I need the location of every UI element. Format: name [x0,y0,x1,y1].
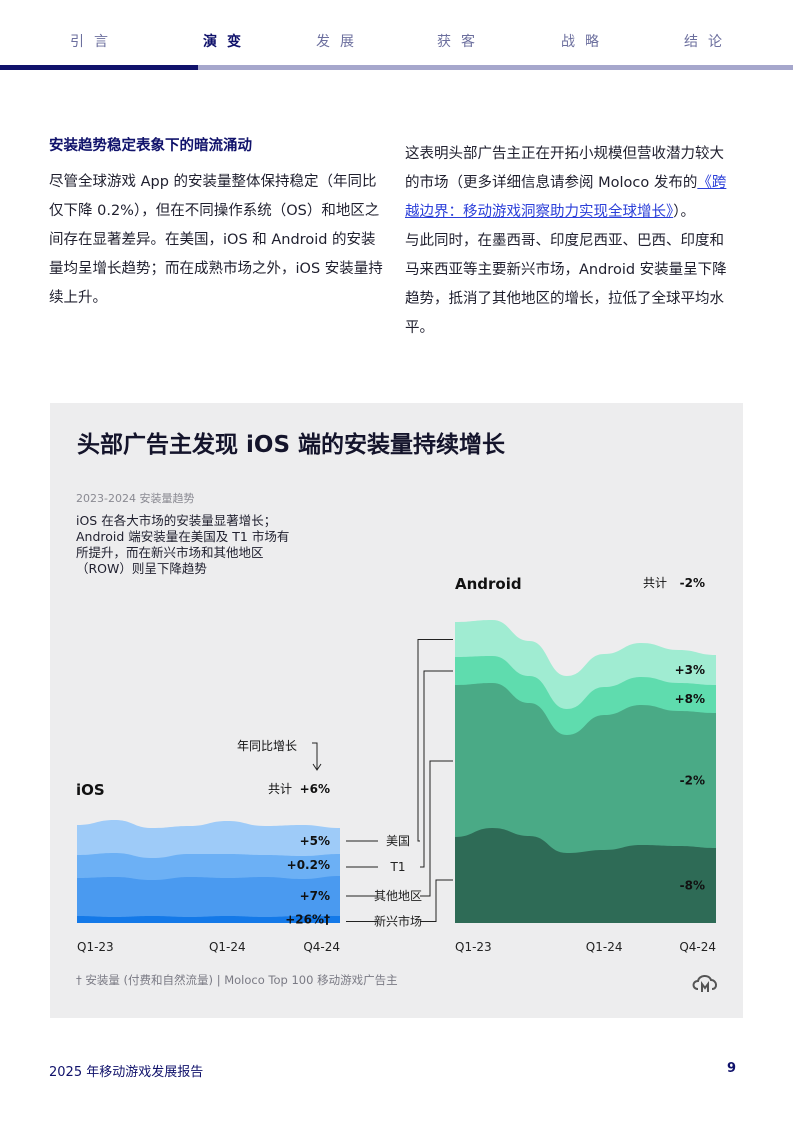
section-progress-fill [0,65,199,70]
report-link[interactable]: 《跨越边界：移动游戏洞察助力实现全球增长》 [405,175,727,220]
series-change-label: +26%† [285,913,330,927]
page-number: 9 [727,1061,737,1076]
yoy-arrow-head [312,763,322,771]
legend-bracket [420,670,453,868]
total-change-label: -2% [680,576,705,590]
series-change-label: +7% [300,889,330,903]
legend-bracket [417,639,453,842]
section-progress-bar [0,65,793,70]
x-tick-label: Q1-23 [77,940,114,954]
series-change-label: +8% [675,692,705,706]
legend-label: 新兴市场 [374,914,422,929]
footer-report-title: 2025 年移动游戏发展报告 [49,1065,204,1080]
top-navigation: 引言 演变 发展 获客 战略 结论 [0,0,793,70]
yoy-arrow [312,742,318,769]
figure-description-line: 所提升，而在新兴市场和其他地区 [76,545,264,560]
figure-subtitle: 2023-2024 安装量趋势 [76,492,195,505]
install-trend-figure: 头部广告主发现 iOS 端的安装量持续增长 2023-2024 安装量趋势 iO… [50,403,743,1018]
legend-label: T1 [390,860,406,874]
figure-description-line: Android 端安装量在美国及 T1 市场有 [76,529,290,544]
figure-description-line: iOS 在各大市场的安装量显著增长； [76,513,277,528]
nav-item-acquisition[interactable]: 获客 [437,34,485,50]
series-change-label: +5% [300,834,330,848]
install-trend-chart: +26%† +7% +0.2% +5% iOS 共计 +6% Q1-23 Q1-24 Q4-24 -… [76,575,716,954]
total-change-label: +6% [300,782,330,796]
x-tick-label: Q4-24 [303,940,340,954]
legend-bracket [420,879,453,922]
legend-bracket [420,760,453,897]
x-tick-label: Q1-24 [586,940,623,954]
left-text-column: 安装趋势稳定表象下的暗流涌动 尽管全球游戏 App 的安装量整体保持稳定（年同比… [49,132,384,313]
figure-description-line: （ROW）则呈下降趋势 [76,561,207,576]
moloco-logo-icon [692,975,717,992]
right-paragraph-2: 与此同时，在墨西哥、印度尼西亚、巴西、印度和马来西亚等主要新兴市场，Androi… [405,233,727,336]
right-text-column: 这表明头部广告主正在开拓小规模但营收潜力较大的市场（更多详细信息请参阅 Molo… [405,140,735,343]
area-series-0-1 [77,876,340,923]
figure-title: 头部广告主发现 iOS 端的安装量持续增长 [77,432,506,458]
series-change-label: -2% [680,774,705,788]
series-change-label: -8% [680,879,705,893]
chart-title: Android [455,575,522,593]
right-paragraph-1-text: 这表明头部广告主正在开拓小规模但营收潜力较大的市场（更多详细信息请参阅 Molo… [405,146,724,191]
area-series-0-0 [77,916,340,923]
figure-description: iOS 在各大市场的安装量显著增长； Android 端安装量在美国及 T1 市… [76,513,326,577]
right-paragraph-1-end: ）。 [673,204,695,220]
nav-item-intro[interactable]: 引言 [70,34,118,50]
nav-item-conclusion[interactable]: 结论 [684,34,732,50]
total-label: 共计 [643,576,667,590]
chart-title: iOS [76,781,105,799]
nav-item-development[interactable]: 发展 [316,34,364,50]
right-paragraph-1: 这表明头部广告主正在开拓小规模但营收潜力较大的市场（更多详细信息请参阅 Molo… [405,140,735,227]
legend-label: 其他地区 [374,889,422,903]
figure-footnote: † 安装量 (付费和自然流量) | Moloco Top 100 移动游戏广告主 [76,973,398,987]
x-tick-label: Q1-23 [455,940,492,954]
left-paragraph: 尽管全球游戏 App 的安装量整体保持稳定（年同比仅下降 0.2%），但在不同操… [49,174,383,306]
nav-item-strategy[interactable]: 战略 [561,34,609,50]
series-change-label: +0.2% [287,858,330,872]
total-label: 共计 [268,782,292,796]
section-heading: 安装趋势稳定表象下的暗流涌动 [49,138,252,154]
series-change-label: +3% [675,663,705,677]
yoy-label: 年同比增长 [237,739,297,753]
area-series-1-0 [455,828,716,923]
x-tick-label: Q1-24 [209,940,246,954]
legend-label: 美国 [386,834,410,848]
x-tick-label: Q4-24 [679,940,716,954]
nav-item-evolution[interactable]: 演变 [203,34,251,50]
